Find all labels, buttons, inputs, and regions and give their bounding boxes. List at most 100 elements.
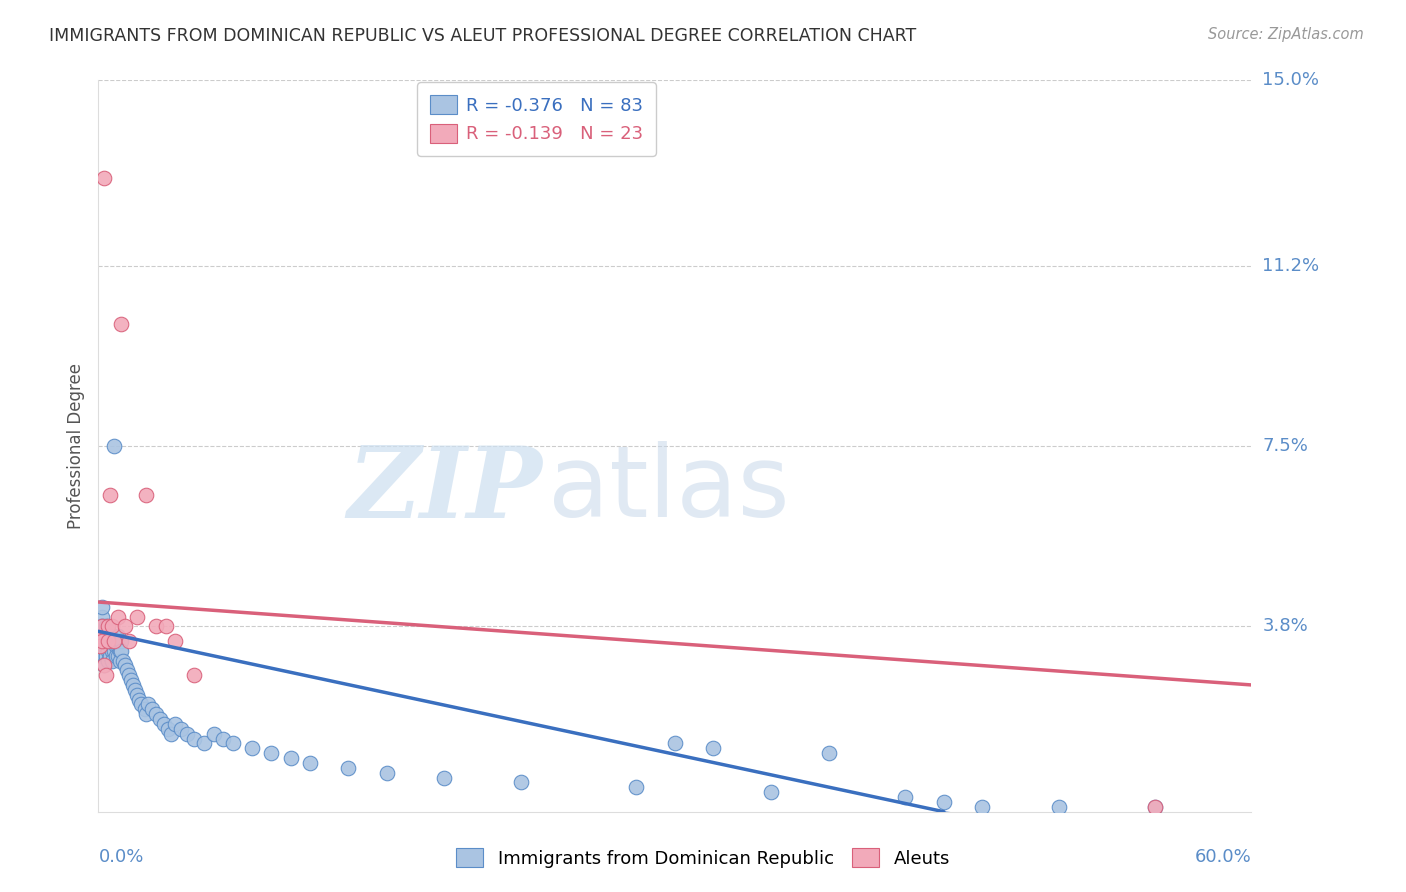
Point: [375, 765, 398, 780]
Point: [89, 629, 111, 643]
Point: [145, 707, 167, 722]
Point: [626, 780, 648, 795]
Point: [160, 727, 183, 741]
Point: [156, 722, 179, 736]
Point: [129, 698, 152, 712]
Point: [104, 639, 127, 653]
Point: [98, 648, 121, 663]
Point: [101, 654, 124, 668]
Point: [125, 688, 148, 702]
Point: [149, 712, 172, 726]
Y-axis label: Professional Degree: Professional Degree: [67, 363, 86, 529]
Point: [89, 619, 111, 633]
Point: [124, 682, 146, 697]
Legend: Immigrants from Dominican Republic, Aleuts: Immigrants from Dominican Republic, Aleu…: [446, 837, 960, 879]
Point: [122, 678, 145, 692]
Point: [103, 634, 125, 648]
Text: 15.0%: 15.0%: [1263, 71, 1319, 89]
Text: Source: ZipAtlas.com: Source: ZipAtlas.com: [1208, 27, 1364, 42]
Point: [107, 629, 129, 643]
Point: [298, 756, 321, 770]
Point: [101, 619, 124, 633]
Point: [1047, 800, 1070, 814]
Point: [93, 170, 115, 185]
Point: [152, 717, 174, 731]
Point: [145, 619, 167, 633]
Point: [89, 629, 111, 643]
Point: [240, 741, 263, 756]
Text: 7.5%: 7.5%: [1263, 437, 1309, 455]
Point: [98, 629, 121, 643]
Point: [135, 707, 157, 722]
Point: [110, 317, 132, 331]
Point: [176, 727, 198, 741]
Point: [202, 727, 225, 741]
Point: [972, 800, 994, 814]
Point: [138, 698, 160, 712]
Point: [110, 644, 132, 658]
Point: [93, 639, 115, 653]
Point: [101, 644, 124, 658]
Point: [114, 619, 136, 633]
Point: [97, 644, 120, 658]
Point: [93, 658, 115, 673]
Point: [98, 488, 121, 502]
Point: [170, 722, 193, 736]
Point: [510, 775, 533, 789]
Point: [94, 639, 117, 653]
Point: [114, 658, 136, 673]
Point: [107, 639, 129, 653]
Point: [165, 717, 187, 731]
Point: [97, 634, 120, 648]
Point: [120, 673, 142, 687]
Text: atlas: atlas: [548, 442, 790, 539]
Point: [89, 648, 111, 663]
Text: 0.0%: 0.0%: [98, 848, 143, 866]
Point: [91, 634, 114, 648]
Legend: R = -0.376   N = 83, R = -0.139   N = 23: R = -0.376 N = 83, R = -0.139 N = 23: [418, 82, 655, 156]
Point: [93, 648, 115, 663]
Point: [93, 658, 115, 673]
Point: [104, 648, 127, 663]
Point: [107, 648, 129, 663]
Point: [222, 736, 245, 750]
Point: [212, 731, 235, 746]
Point: [94, 629, 117, 643]
Point: [433, 771, 456, 785]
Point: [94, 668, 117, 682]
Point: [193, 736, 215, 750]
Point: [664, 736, 686, 750]
Point: [183, 731, 205, 746]
Point: [817, 746, 839, 760]
Point: [103, 439, 125, 453]
Point: [103, 644, 125, 658]
Point: [280, 751, 302, 765]
Point: [135, 488, 157, 502]
Point: [107, 609, 129, 624]
Text: 3.8%: 3.8%: [1263, 617, 1308, 635]
Point: [91, 639, 114, 653]
Point: [118, 668, 141, 682]
Point: [894, 790, 917, 805]
Text: 60.0%: 60.0%: [1195, 848, 1251, 866]
Point: [93, 629, 115, 643]
Point: [141, 702, 163, 716]
Point: [91, 599, 114, 614]
Point: [108, 644, 131, 658]
Point: [337, 761, 360, 775]
Point: [117, 663, 139, 677]
Point: [97, 654, 120, 668]
Point: [155, 619, 177, 633]
Point: [108, 654, 131, 668]
Point: [112, 654, 135, 668]
Point: [134, 702, 156, 716]
Point: [759, 785, 782, 799]
Point: [94, 619, 117, 633]
Point: [91, 619, 114, 633]
Text: IMMIGRANTS FROM DOMINICAN REPUBLIC VS ALEUT PROFESSIONAL DEGREE CORRELATION CHAR: IMMIGRANTS FROM DOMINICAN REPUBLIC VS AL…: [49, 27, 917, 45]
Point: [702, 741, 724, 756]
Point: [89, 639, 111, 653]
Text: ZIP: ZIP: [347, 442, 543, 538]
Point: [89, 639, 111, 653]
Point: [91, 609, 114, 624]
